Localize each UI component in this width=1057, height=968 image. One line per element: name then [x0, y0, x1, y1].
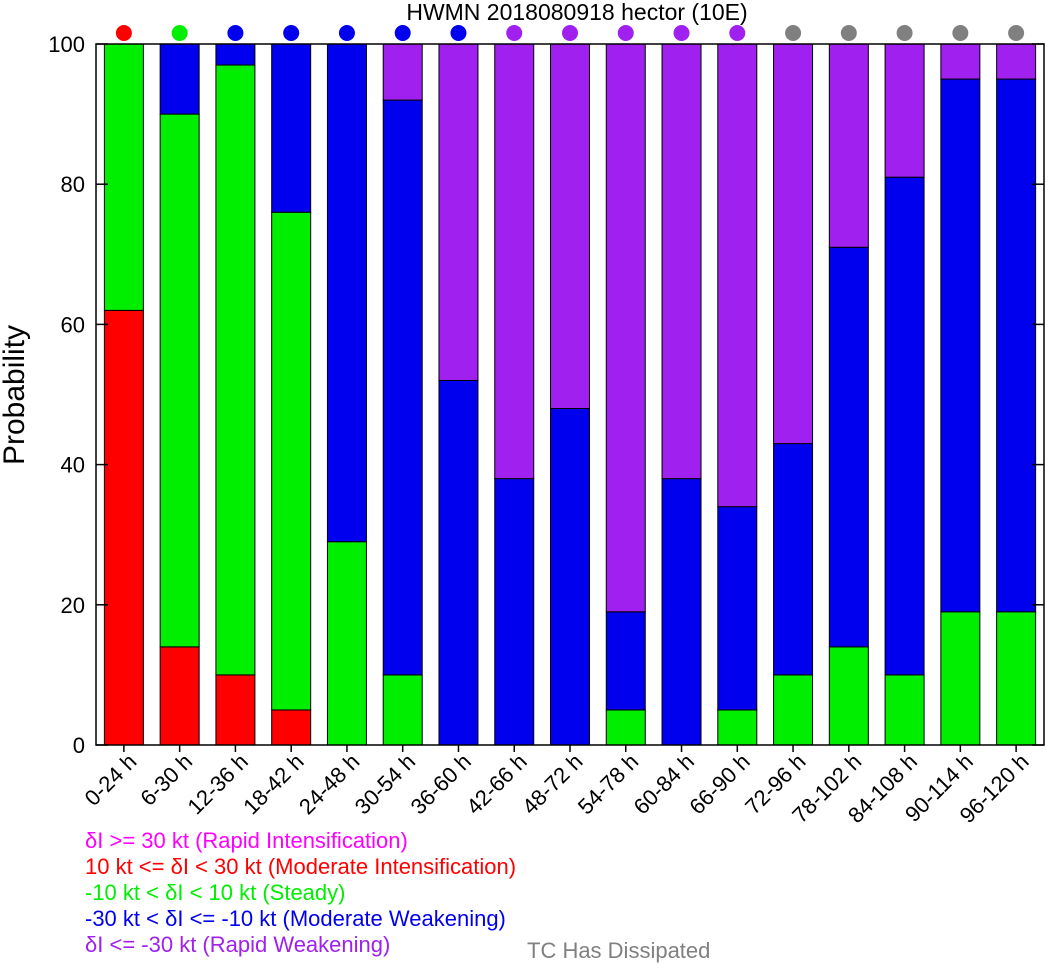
bar-segment-mw — [550, 408, 590, 746]
bar-segment-rw — [717, 43, 758, 508]
y-tick-label: 60 — [61, 312, 85, 337]
x-tick-label: 12-36 h — [183, 749, 253, 819]
bar-segment-mw — [884, 176, 925, 676]
status-dot — [115, 25, 132, 41]
status-dot — [394, 25, 411, 41]
status-dot — [562, 25, 578, 41]
x-tick-label: 0-24 h — [80, 749, 142, 811]
x-tick-label: 66-90 h — [684, 749, 754, 819]
bar-segment-st — [717, 709, 758, 746]
bar-segment-mw — [661, 478, 702, 746]
chart-title: HWMN 2018080918 hector (10E) — [406, 0, 747, 25]
bar-segment-mw — [717, 506, 758, 711]
bar-segment-rw — [773, 43, 814, 445]
bar-segment-st — [828, 646, 869, 746]
bar-segment-mw — [215, 43, 256, 66]
bar-segment-mw — [494, 478, 535, 746]
bar-segment-st — [215, 64, 256, 676]
bar-segment-st — [884, 674, 925, 746]
bar-segment-rw — [382, 43, 423, 101]
bar-segment-rw — [884, 43, 925, 178]
bar-segment-st — [996, 611, 1037, 746]
x-tick-label: 48-72 h — [517, 749, 587, 819]
bar-segment-mw — [326, 43, 367, 543]
bar-segment-mw — [438, 379, 479, 746]
bar-segment-st — [159, 113, 200, 648]
status-dot — [952, 25, 969, 41]
x-tick-label: 30-54 h — [350, 749, 420, 819]
bar-segment-st — [271, 211, 312, 711]
bar-segment-rw — [940, 43, 981, 80]
x-tick-label: 18-42 h — [238, 749, 308, 819]
bar-segment-mw — [996, 78, 1037, 613]
status-dot — [227, 25, 244, 41]
y-tick-label: 80 — [61, 172, 85, 197]
bar-segment-st — [326, 541, 367, 746]
bar-segment-rw — [605, 43, 646, 613]
bar-segment-mw — [605, 611, 646, 711]
bar-segment-mw — [940, 78, 981, 613]
bar-segment-mw — [159, 43, 200, 115]
x-tick-label: 54-78 h — [573, 749, 643, 819]
x-tick-label: 24-48 h — [294, 749, 364, 819]
legend: δI >= 30 kt (Rapid Intensification) 10 k… — [85, 828, 516, 958]
bar-segment-st — [773, 674, 814, 746]
bar-segment-rw — [661, 43, 702, 480]
status-dot — [283, 25, 300, 41]
bar-segment-mw — [828, 246, 869, 648]
bar-segment-mi — [271, 709, 312, 746]
bar-segment-mw — [271, 43, 312, 213]
legend-item-rapid-weakening: δI <= -30 kt (Rapid Weakening) — [85, 932, 391, 957]
status-dot — [785, 25, 802, 41]
bar-segment-st — [382, 674, 423, 746]
x-tick-label: 42-66 h — [461, 749, 531, 819]
bar-segment-st — [103, 43, 144, 311]
x-tick-label: 60-84 h — [629, 749, 699, 819]
bar-segment-rw — [828, 43, 869, 248]
status-dot — [673, 25, 690, 41]
status-dot — [840, 25, 857, 41]
bar-segment-rw — [996, 43, 1037, 80]
bar-segment-rw — [438, 43, 479, 381]
legend-item-steady: -10 kt < δI < 10 kt (Steady) — [85, 880, 346, 905]
y-tick-label: 0 — [73, 733, 85, 758]
bar-segment-rw — [550, 43, 590, 410]
bar-segment-mw — [382, 99, 423, 676]
bar-segment-mw — [773, 443, 814, 676]
status-dot — [1008, 25, 1025, 41]
status-dot — [729, 25, 746, 41]
bar-segment-rw — [494, 43, 535, 480]
status-dot — [338, 25, 355, 41]
bar-segment-mi — [215, 674, 256, 746]
legend-item-moderate-weakening: -30 kt < δI <= -10 kt (Moderate Weakenin… — [85, 906, 506, 931]
legend-item-rapid-intensification: δI >= 30 kt (Rapid Intensification) — [85, 828, 408, 853]
y-axis-label: Probability — [0, 325, 31, 465]
bar-segment-st — [605, 709, 646, 746]
legend-item-dissipated: TC Has Dissipated — [527, 938, 711, 963]
y-tick-label: 20 — [61, 593, 85, 618]
legend-item-moderate-intensification: 10 kt <= δI < 30 kt (Moderate Intensific… — [85, 854, 517, 879]
bar-segment-mi — [159, 646, 200, 746]
x-tick-label: 36-60 h — [406, 749, 476, 819]
status-dot — [450, 25, 467, 41]
status-dot — [617, 25, 634, 41]
status-dot — [506, 25, 523, 41]
status-dot — [896, 25, 913, 41]
y-tick-label: 100 — [48, 32, 85, 57]
y-tick-label: 40 — [61, 453, 85, 478]
bar-segment-st — [940, 611, 981, 746]
status-dot — [171, 25, 188, 41]
bar-segment-mi — [103, 309, 144, 746]
